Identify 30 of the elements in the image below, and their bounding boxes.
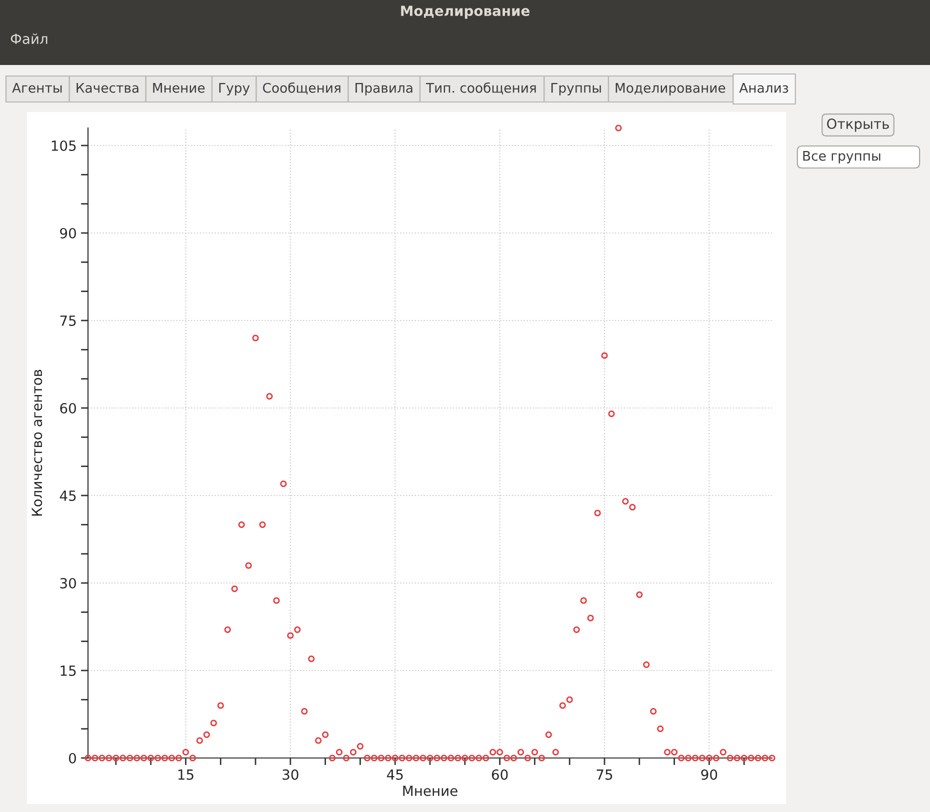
text: Агенты xyxy=(12,83,62,93)
text: Тип. сообщения xyxy=(426,82,536,94)
text: Гуру xyxy=(219,83,250,96)
y-tick-label: 30 xyxy=(60,578,76,588)
y-axis-title: Количество агентов xyxy=(32,370,42,516)
x-axis-title: Мнение xyxy=(403,786,458,796)
x-tick-label: 30 xyxy=(282,769,298,780)
x-tick-label: 75 xyxy=(596,770,612,780)
text: Файл xyxy=(10,33,48,44)
text: Правила xyxy=(356,83,412,96)
x-tick-label: 45 xyxy=(386,770,403,780)
text: Качества xyxy=(76,83,138,93)
text: Моделирование xyxy=(616,83,726,96)
y-tick-label: 75 xyxy=(60,316,76,326)
y-tick-label: 90 xyxy=(60,228,76,238)
text: Все группы xyxy=(803,151,880,164)
y-tick-label: 45 xyxy=(60,490,76,501)
text: Мнение xyxy=(153,83,205,93)
text: Открыть xyxy=(827,118,889,132)
y-tick-label: 15 xyxy=(60,666,76,676)
y-tick-label: 105 xyxy=(52,140,76,151)
x-tick-label: 90 xyxy=(701,769,718,780)
chart-title: Моделирование xyxy=(401,6,530,19)
text: Сообщения xyxy=(262,82,340,94)
y-tick-label: 0 xyxy=(68,752,76,764)
y-tick-label: 60 xyxy=(60,402,76,414)
x-tick-label: 60 xyxy=(492,769,508,780)
text: Группы xyxy=(551,83,601,96)
x-tick-label: 15 xyxy=(178,770,194,780)
text: Анализ xyxy=(739,83,788,93)
